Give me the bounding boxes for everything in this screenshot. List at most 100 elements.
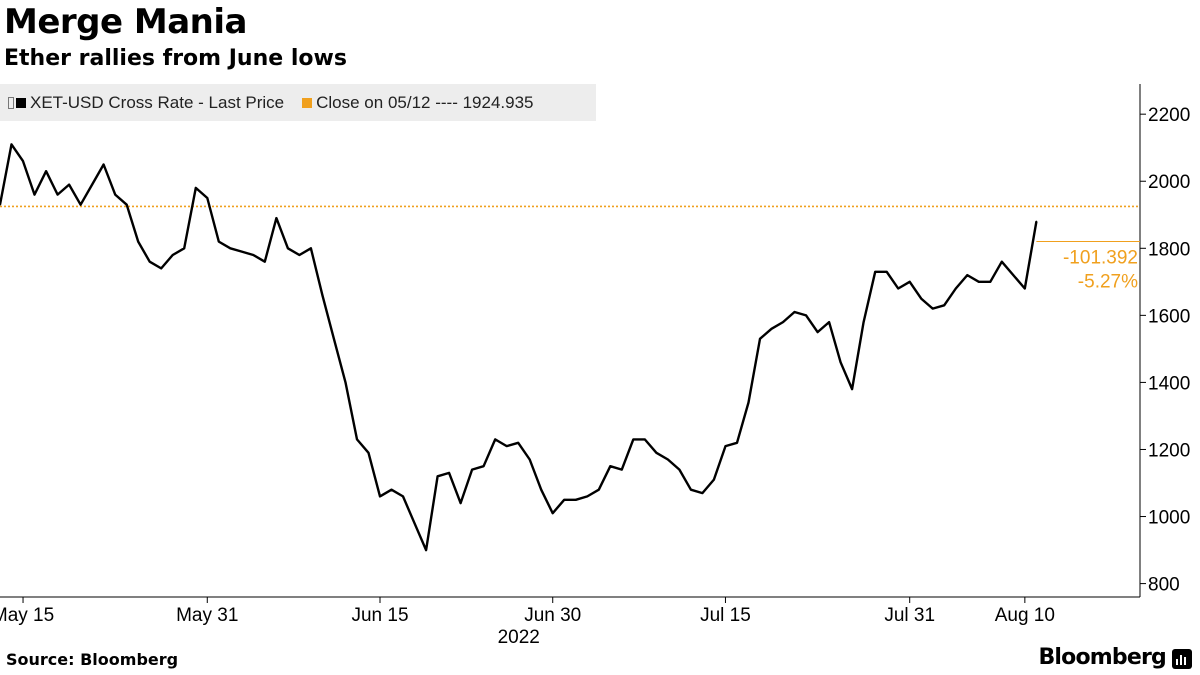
y-tick-label: 1400 xyxy=(1148,373,1190,394)
price-point xyxy=(1035,220,1038,223)
price-point xyxy=(494,438,497,441)
price-point xyxy=(125,203,128,206)
price-line xyxy=(0,143,1038,552)
change-absolute-label: -101.392 xyxy=(1063,247,1138,268)
price-point xyxy=(954,287,957,290)
source-note: Source: Bloomberg xyxy=(6,650,179,669)
legend: XET-USD Cross Rate - Last Price Close on… xyxy=(0,84,596,121)
price-point xyxy=(747,401,750,404)
legend-swatch-series xyxy=(16,97,26,108)
price-point xyxy=(79,203,82,206)
price-point xyxy=(436,475,439,478)
price-point xyxy=(505,445,508,448)
price-point xyxy=(298,254,301,256)
price-point xyxy=(482,465,485,468)
legend-swatch-reference xyxy=(302,97,313,108)
price-point xyxy=(885,270,888,273)
price-point xyxy=(448,472,450,474)
price-point xyxy=(597,488,600,491)
price-point xyxy=(1000,260,1003,263)
y-tick-label: 2000 xyxy=(1148,172,1190,193)
price-point xyxy=(10,143,13,146)
price-point xyxy=(724,445,727,448)
price-point xyxy=(874,270,877,273)
price-point xyxy=(759,337,761,340)
price-point xyxy=(782,321,784,323)
price-point xyxy=(206,197,209,199)
x-tick-label: Jun 15 xyxy=(351,605,408,626)
price-point xyxy=(517,441,520,444)
y-tick-label: 1800 xyxy=(1148,239,1190,260)
y-tick-label: 1200 xyxy=(1148,440,1190,461)
price-point xyxy=(713,478,715,481)
price-point xyxy=(966,274,969,277)
price-point xyxy=(471,468,474,471)
price-point xyxy=(551,512,554,515)
price-point xyxy=(931,307,934,310)
price-point xyxy=(563,498,566,501)
price-point xyxy=(91,183,94,186)
price-point xyxy=(229,247,232,250)
x-tick-label: Aug 10 xyxy=(995,605,1055,626)
price-point xyxy=(609,465,612,468)
price-point xyxy=(701,492,704,494)
change-percent-label: -5.27% xyxy=(1078,271,1138,292)
price-point xyxy=(920,297,923,300)
price-point xyxy=(240,250,243,253)
price-point xyxy=(137,240,140,243)
y-tick-label: 800 xyxy=(1148,575,1180,596)
price-point xyxy=(160,267,163,270)
price-point xyxy=(114,193,117,196)
price-point xyxy=(413,522,416,525)
y-tick-label: 1600 xyxy=(1148,306,1190,327)
price-point xyxy=(379,495,381,498)
price-point xyxy=(816,331,819,334)
price-point xyxy=(367,451,370,454)
price-point xyxy=(828,321,830,323)
price-point xyxy=(943,304,946,307)
legend-label-reference: Close on 05/12 ---- 1924.935 xyxy=(316,92,534,112)
price-point xyxy=(217,240,220,243)
price-point xyxy=(851,388,854,391)
legend-item-reference: Close on 05/12 ---- 1924.935 xyxy=(302,93,533,113)
price-point xyxy=(425,549,427,551)
chart-title: Merge Mania xyxy=(4,2,247,42)
y-tick-label: 2200 xyxy=(1148,105,1190,126)
price-point xyxy=(321,294,324,297)
price-point xyxy=(897,287,900,290)
price-point xyxy=(263,260,266,263)
price-point xyxy=(194,187,197,189)
price-point xyxy=(402,495,404,498)
price-point xyxy=(989,280,992,283)
price-point xyxy=(183,247,186,250)
brand-logo-text: Bloomberg xyxy=(1038,645,1166,670)
price-point xyxy=(45,170,47,173)
price-point xyxy=(1012,274,1015,277)
price-point xyxy=(862,321,865,323)
price-point xyxy=(171,254,174,256)
price-point xyxy=(459,502,462,505)
price-point xyxy=(148,260,151,263)
x-tick-label: May 31 xyxy=(176,605,238,626)
legend-item-series: XET-USD Cross Rate - Last Price xyxy=(8,93,284,113)
price-point xyxy=(666,458,669,461)
price-point xyxy=(574,498,577,501)
price-point xyxy=(1023,287,1026,290)
price-point xyxy=(333,337,335,340)
x-tick-label: Jul 15 xyxy=(700,605,751,626)
price-point xyxy=(356,438,358,441)
price-point xyxy=(540,488,543,491)
price-point xyxy=(805,314,807,317)
legend-label-series: XET-USD Cross Rate - Last Price xyxy=(30,92,285,112)
price-point xyxy=(102,163,105,166)
x-tick-label: Jul 31 xyxy=(884,605,935,626)
price-point xyxy=(252,254,255,256)
legend-handle-icon xyxy=(8,96,14,109)
series-layer xyxy=(0,143,1038,552)
price-point xyxy=(390,488,393,491)
price-point xyxy=(655,451,658,454)
price-point xyxy=(678,468,681,471)
price-point xyxy=(839,361,842,364)
price-point xyxy=(620,468,623,471)
